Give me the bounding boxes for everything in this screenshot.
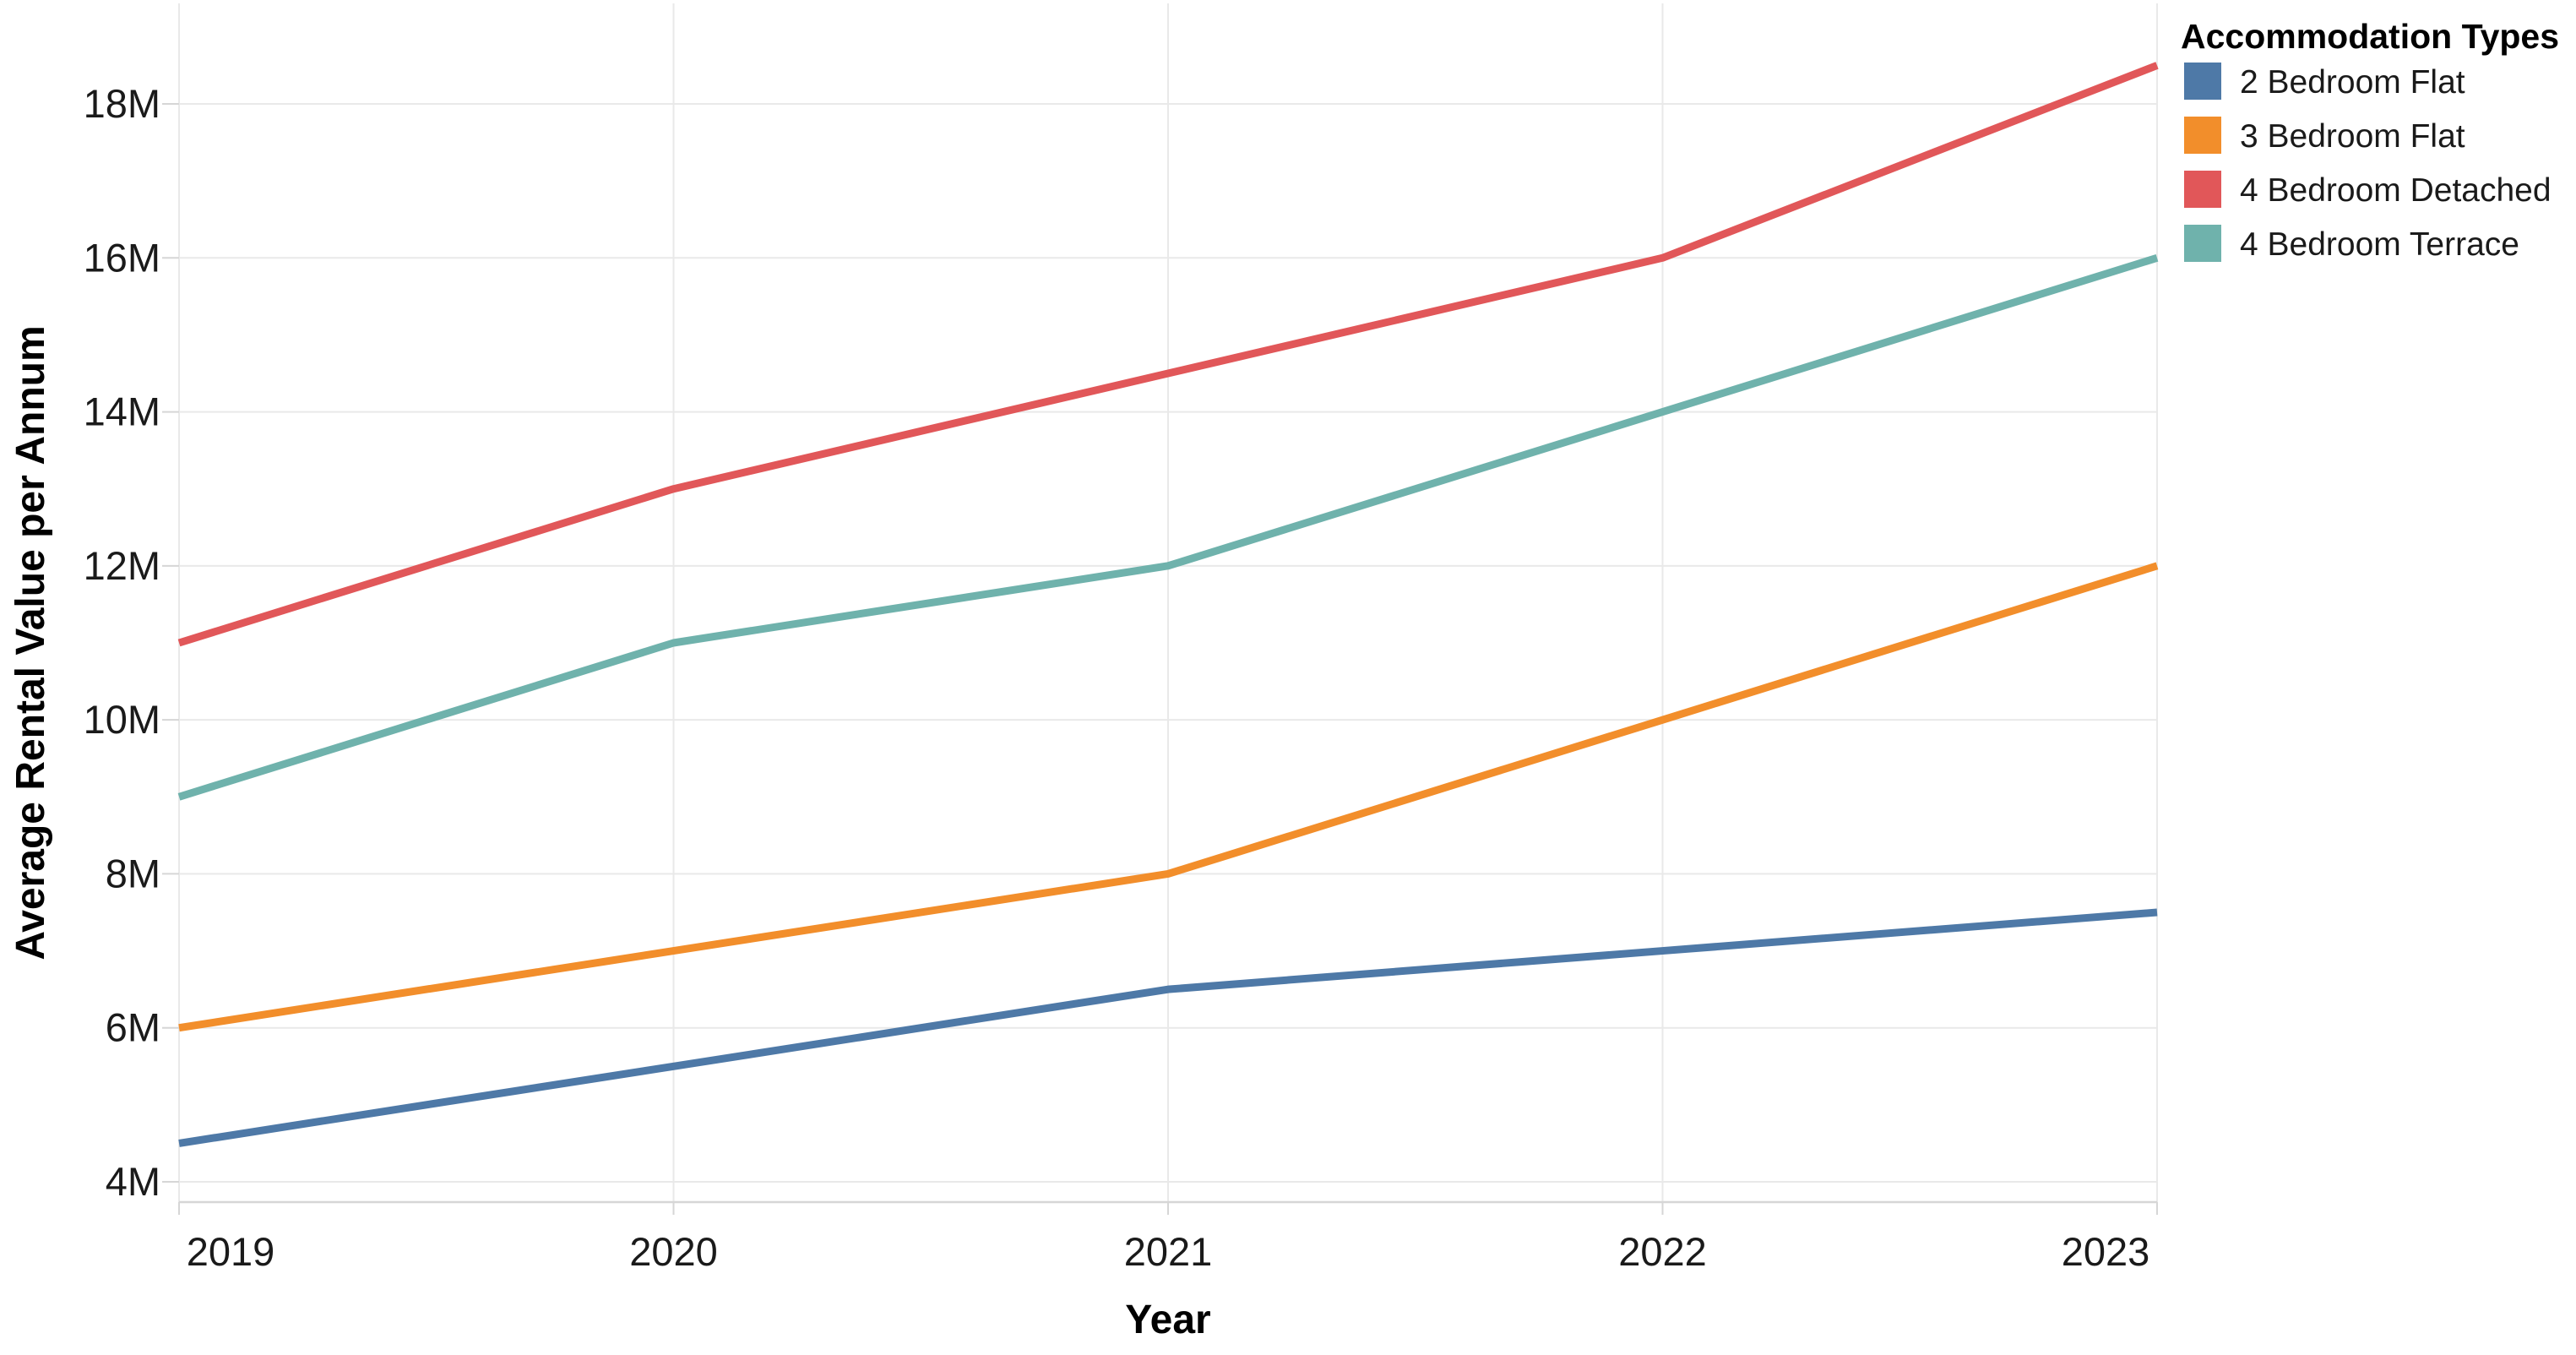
legend-item-2-bedroom-flat[interactable]: 2 Bedroom Flat: [2184, 63, 2465, 101]
y-tick-label: 16M: [84, 235, 160, 280]
y-axis-title: Average Rental Value per Annum: [8, 325, 53, 960]
legend: Accommodation Types 2 Bedroom Flat 3 Bedr…: [2181, 17, 2559, 263]
series-lines: [177, 62, 2159, 1147]
legend-swatch: [2184, 171, 2221, 208]
legend-item-label: 3 Bedroom Flat: [2240, 118, 2465, 155]
series-line-2-bedroom-flat: [178, 908, 2158, 1147]
y-tick-label: 6M: [106, 1005, 160, 1050]
legend-item-label: 4 Bedroom Detached: [2240, 172, 2552, 209]
legend-swatch: [2184, 117, 2221, 154]
x-tick-label: 2019: [187, 1229, 275, 1274]
y-tick-label: 4M: [106, 1159, 160, 1204]
legend-item-label: 2 Bedroom Flat: [2240, 64, 2465, 101]
legend-swatch: [2184, 63, 2221, 100]
legend-items: 2 Bedroom Flat 3 Bedroom Flat 4 Bedroom De…: [2184, 63, 2552, 263]
axes: [162, 103, 2158, 1215]
y-tick-label: 12M: [84, 543, 160, 588]
y-tick-label: 18M: [84, 81, 160, 126]
legend-item-4-bedroom-terrace[interactable]: 4 Bedroom Terrace: [2184, 225, 2519, 263]
x-tick-label: 2021: [1124, 1229, 1213, 1274]
legend-item-3-bedroom-flat[interactable]: 3 Bedroom Flat: [2184, 117, 2465, 155]
y-tick-label: 8M: [106, 851, 160, 895]
legend-title: Accommodation Types: [2181, 17, 2559, 56]
legend-item-label: 4 Bedroom Terrace: [2240, 226, 2519, 263]
x-tick-label: 2023: [2062, 1229, 2150, 1274]
x-axis-title: Year: [1125, 1298, 1210, 1342]
series-line-4-bedroom-terrace: [177, 253, 2159, 801]
legend-item-4-bedroom-detached[interactable]: 4 Bedroom Detached: [2184, 171, 2552, 209]
x-tick-label: 2020: [629, 1229, 718, 1274]
tick-labels: 4M 6M 8M 10M 12M 14M 16M 18M 2019 2020 2021 2022 202…: [84, 81, 2150, 1274]
y-tick-label: 14M: [84, 389, 160, 434]
y-tick-label: 10M: [84, 697, 160, 742]
legend-swatch: [2184, 225, 2221, 262]
x-tick-label: 2022: [1618, 1229, 1707, 1274]
series-line-4-bedroom-detached: [177, 62, 2159, 647]
series-line-3-bedroom-flat: [178, 562, 2159, 1032]
